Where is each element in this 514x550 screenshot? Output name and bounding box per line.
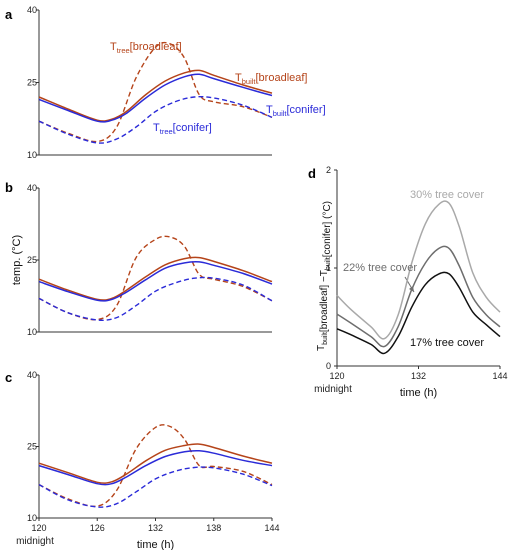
series-line-a-conifer-dashed [38, 95, 273, 144]
series-line-d-gray_mid-solid [336, 245, 501, 348]
series-label-d: 17% tree cover [410, 337, 484, 349]
panel-label-d: d [308, 166, 316, 181]
x-tick-label-d: 132 [411, 371, 426, 381]
x-tick-label-c: 120 [31, 523, 46, 533]
series-layer [38, 41, 501, 508]
y-tick-label-a: 10 [27, 150, 37, 160]
x-note-midnight-d: midnight [314, 384, 352, 395]
x-note-midnight-c: midnight [16, 536, 54, 547]
y-tick-label-a: 25 [27, 78, 37, 88]
x-tick-label-c: 138 [206, 523, 221, 533]
y-tick-label-b: 25 [27, 255, 37, 265]
series-line-d-black-solid [336, 271, 501, 355]
series-line-c-conifer-dashed [38, 466, 273, 508]
y-tick-label-c: 10 [27, 513, 37, 523]
x-tick-label-c: 144 [264, 523, 279, 533]
panel-label-a: a [5, 7, 13, 22]
series-line-b-conifer-solid [38, 260, 273, 302]
text-layer: a b c d 402510Ttree[broadleaf]Ttree[coni… [5, 5, 508, 550]
series-line-c-conifer-solid [38, 449, 273, 486]
series-line-b-broadleaf-solid [38, 256, 273, 301]
x-axis-title-d: time (h) [400, 387, 437, 399]
series-line-a-broadleaf-dashed [38, 41, 273, 143]
series-line-d-gray_light-solid [336, 200, 501, 340]
axes-layer [36, 9, 501, 521]
series-line-a-broadleaf-solid [38, 69, 273, 122]
series-line-b-conifer-dashed [38, 276, 273, 321]
series-label-d: 22% tree cover [343, 262, 417, 274]
series-line-c-broadleaf-dashed [38, 424, 273, 508]
x-tick-label-c: 126 [90, 523, 105, 533]
y-tick-label-b: 10 [27, 327, 37, 337]
y-tick-label-b: 40 [27, 183, 37, 193]
y-axis-title-b: temp. (°C) [11, 235, 23, 285]
panel-label-c: c [5, 370, 12, 385]
x-tick-label-d: 120 [329, 371, 344, 381]
x-tick-label-d: 144 [492, 371, 507, 381]
series-label-a: Ttree[conifer] [153, 122, 212, 136]
y-tick-label-c: 40 [27, 370, 37, 380]
y-tick-label-a: 40 [27, 5, 37, 15]
series-line-c-broadleaf-solid [38, 443, 273, 484]
series-label-a: Tbuilt[broadleaf] [235, 72, 307, 86]
y-tick-label-d: 1 [326, 263, 331, 273]
series-label-a: Tbuilt[conifer] [266, 104, 326, 118]
series-label-d: 30% tree cover [410, 189, 484, 201]
y-tick-label-d: 0 [326, 361, 331, 371]
series-line-b-broadleaf-dashed [38, 235, 273, 321]
y-tick-label-c: 25 [27, 442, 37, 452]
series-line-a-conifer-solid [38, 73, 273, 123]
y-axis-title-d: Tbuilt[broadleaf] −Tbuilt[conifer] (°C) [316, 201, 333, 351]
x-tick-label-c: 132 [148, 523, 163, 533]
series-label-a: Ttree[broadleaf] [110, 41, 182, 55]
panel-label-b: b [5, 180, 13, 195]
y-tick-label-d: 2 [326, 165, 331, 175]
x-axis-title-c: time (h) [137, 539, 174, 550]
